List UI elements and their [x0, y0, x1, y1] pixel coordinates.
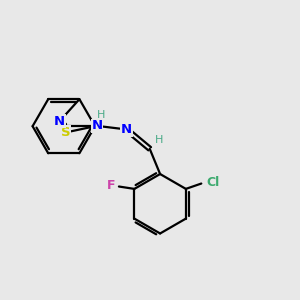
- Text: F: F: [107, 178, 115, 191]
- Text: S: S: [61, 126, 71, 139]
- Text: H: H: [155, 135, 164, 146]
- Text: N: N: [54, 115, 65, 128]
- Text: Cl: Cl: [207, 176, 220, 189]
- Text: N: N: [121, 123, 132, 136]
- Text: N: N: [92, 119, 103, 132]
- Text: H: H: [98, 110, 106, 120]
